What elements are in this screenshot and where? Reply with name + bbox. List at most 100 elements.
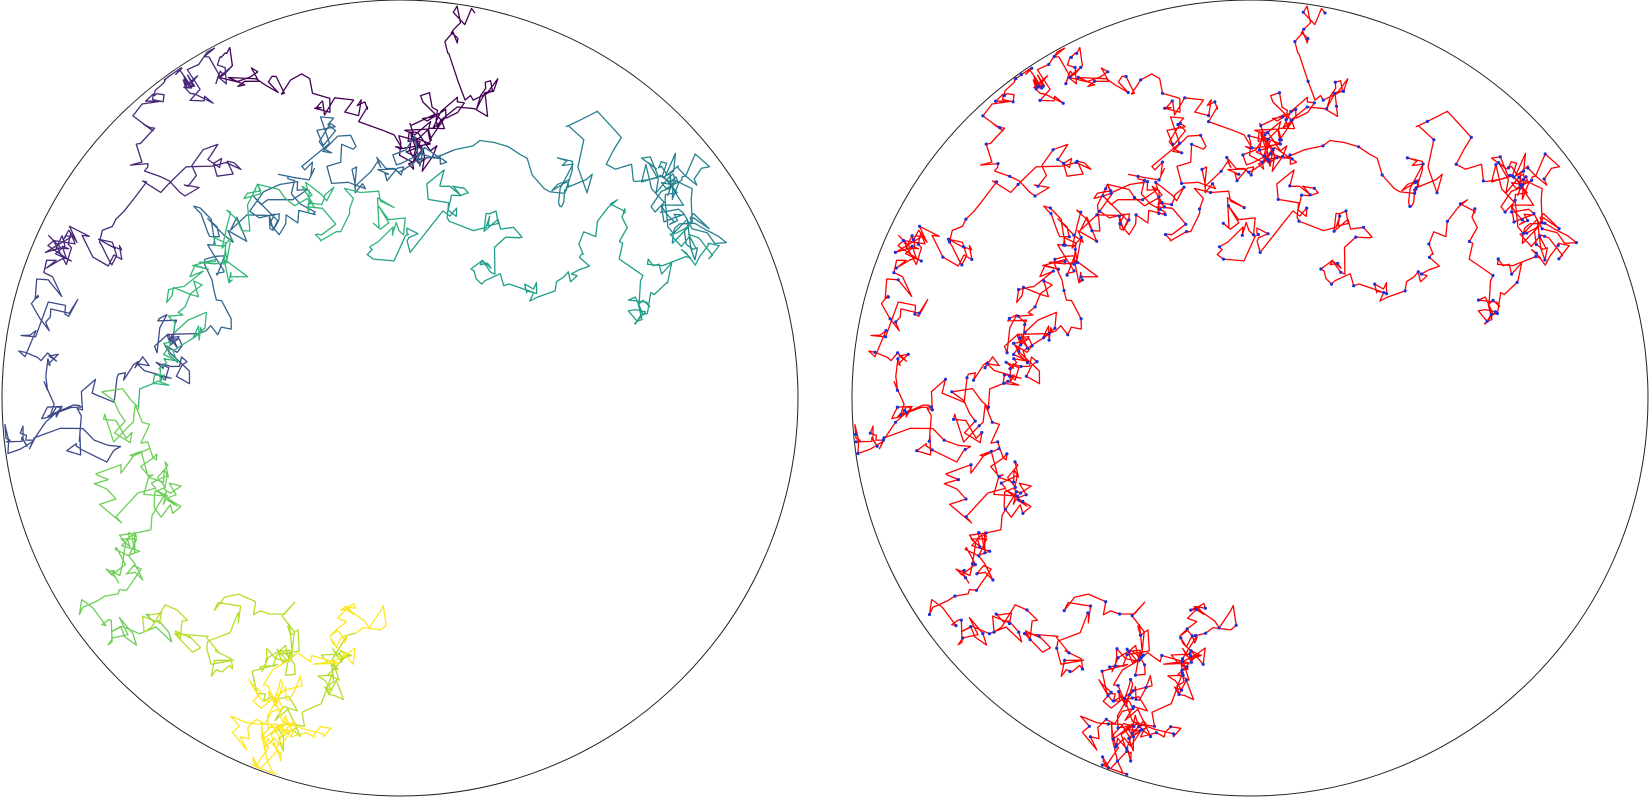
step-marker xyxy=(1534,255,1538,259)
step-marker xyxy=(1163,232,1168,237)
step-marker xyxy=(1177,692,1181,697)
step-marker xyxy=(1157,211,1161,216)
step-marker xyxy=(1293,40,1297,44)
step-marker xyxy=(1104,187,1108,191)
step-marker xyxy=(1016,182,1020,186)
step-marker xyxy=(1025,346,1030,350)
step-marker xyxy=(1325,107,1329,111)
step-marker xyxy=(1290,157,1294,161)
step-marker xyxy=(1072,233,1076,237)
step-marker xyxy=(1467,239,1471,244)
step-marker xyxy=(1497,161,1501,165)
step-marker xyxy=(1289,118,1293,122)
step-marker xyxy=(950,390,954,394)
step-marker xyxy=(1189,649,1193,653)
step-marker xyxy=(1178,121,1182,125)
step-marker xyxy=(977,554,981,558)
step-marker xyxy=(1226,204,1231,208)
step-marker xyxy=(1234,623,1238,627)
step-marker xyxy=(1160,160,1165,164)
step-marker xyxy=(1184,230,1189,234)
step-marker xyxy=(1557,257,1561,261)
step-marker xyxy=(1277,91,1282,95)
step-marker xyxy=(1251,233,1256,237)
step-marker xyxy=(1454,162,1458,166)
step-marker xyxy=(894,320,898,324)
step-marker xyxy=(1124,74,1128,79)
step-marker xyxy=(1458,202,1462,206)
step-marker xyxy=(1019,343,1023,347)
step-marker xyxy=(1038,98,1042,102)
step-marker xyxy=(1073,65,1077,70)
step-marker xyxy=(1068,76,1072,80)
step-marker xyxy=(1137,725,1141,729)
step-marker xyxy=(1136,174,1140,178)
step-marker xyxy=(1247,134,1251,138)
step-marker xyxy=(904,410,909,414)
step-marker xyxy=(942,438,946,442)
step-marker xyxy=(1240,233,1244,237)
step-marker xyxy=(1072,269,1076,273)
step-marker xyxy=(1143,663,1147,667)
left-disk-boundary xyxy=(1,0,799,797)
step-marker xyxy=(1079,317,1083,321)
step-marker xyxy=(1095,239,1099,243)
step-marker xyxy=(1491,273,1495,278)
step-marker xyxy=(1066,333,1070,337)
step-marker xyxy=(1118,222,1122,226)
step-marker xyxy=(973,563,978,567)
step-marker xyxy=(1266,137,1270,141)
step-marker xyxy=(1312,186,1316,190)
step-marker xyxy=(1258,250,1262,254)
step-marker xyxy=(1152,724,1157,728)
step-marker xyxy=(1171,732,1176,736)
step-marker xyxy=(1241,153,1245,157)
step-marker xyxy=(1275,156,1279,160)
step-marker xyxy=(894,266,898,270)
step-marker xyxy=(1169,725,1173,729)
step-marker xyxy=(1075,261,1079,265)
step-marker xyxy=(987,632,992,636)
step-marker xyxy=(1140,728,1144,732)
step-marker xyxy=(1055,646,1059,650)
step-marker xyxy=(1005,351,1009,355)
right-panel-walk-markers xyxy=(851,0,1649,797)
step-marker xyxy=(917,224,922,228)
step-marker xyxy=(1075,51,1079,56)
step-marker xyxy=(1269,152,1273,156)
step-marker xyxy=(1154,180,1158,184)
step-marker xyxy=(964,515,968,519)
step-marker xyxy=(1204,631,1208,635)
step-marker xyxy=(1011,100,1015,104)
step-marker xyxy=(1063,658,1067,663)
step-marker xyxy=(1113,664,1117,668)
step-marker xyxy=(1018,336,1022,340)
step-marker xyxy=(1491,298,1495,302)
step-marker xyxy=(1301,10,1305,14)
step-marker xyxy=(1104,600,1108,604)
step-marker xyxy=(1176,122,1180,127)
step-marker xyxy=(1052,55,1056,59)
step-marker xyxy=(997,475,1001,479)
step-marker xyxy=(977,424,981,428)
step-marker xyxy=(1130,614,1134,618)
step-marker xyxy=(1162,205,1167,209)
step-marker xyxy=(1416,270,1420,274)
step-marker xyxy=(1414,186,1418,190)
step-marker xyxy=(1344,209,1348,213)
step-marker xyxy=(1160,91,1165,95)
step-marker xyxy=(1532,211,1536,216)
step-marker xyxy=(1336,261,1340,265)
step-marker xyxy=(1127,218,1131,222)
step-marker xyxy=(1247,170,1251,174)
step-marker xyxy=(1033,194,1037,198)
step-marker xyxy=(1033,305,1037,309)
step-marker xyxy=(1538,234,1542,238)
step-marker xyxy=(1138,633,1143,637)
step-marker xyxy=(1068,669,1072,674)
step-marker xyxy=(1329,282,1334,286)
step-marker xyxy=(1131,735,1136,739)
step-marker xyxy=(896,351,900,355)
step-marker xyxy=(868,431,872,435)
step-marker xyxy=(1154,731,1158,735)
